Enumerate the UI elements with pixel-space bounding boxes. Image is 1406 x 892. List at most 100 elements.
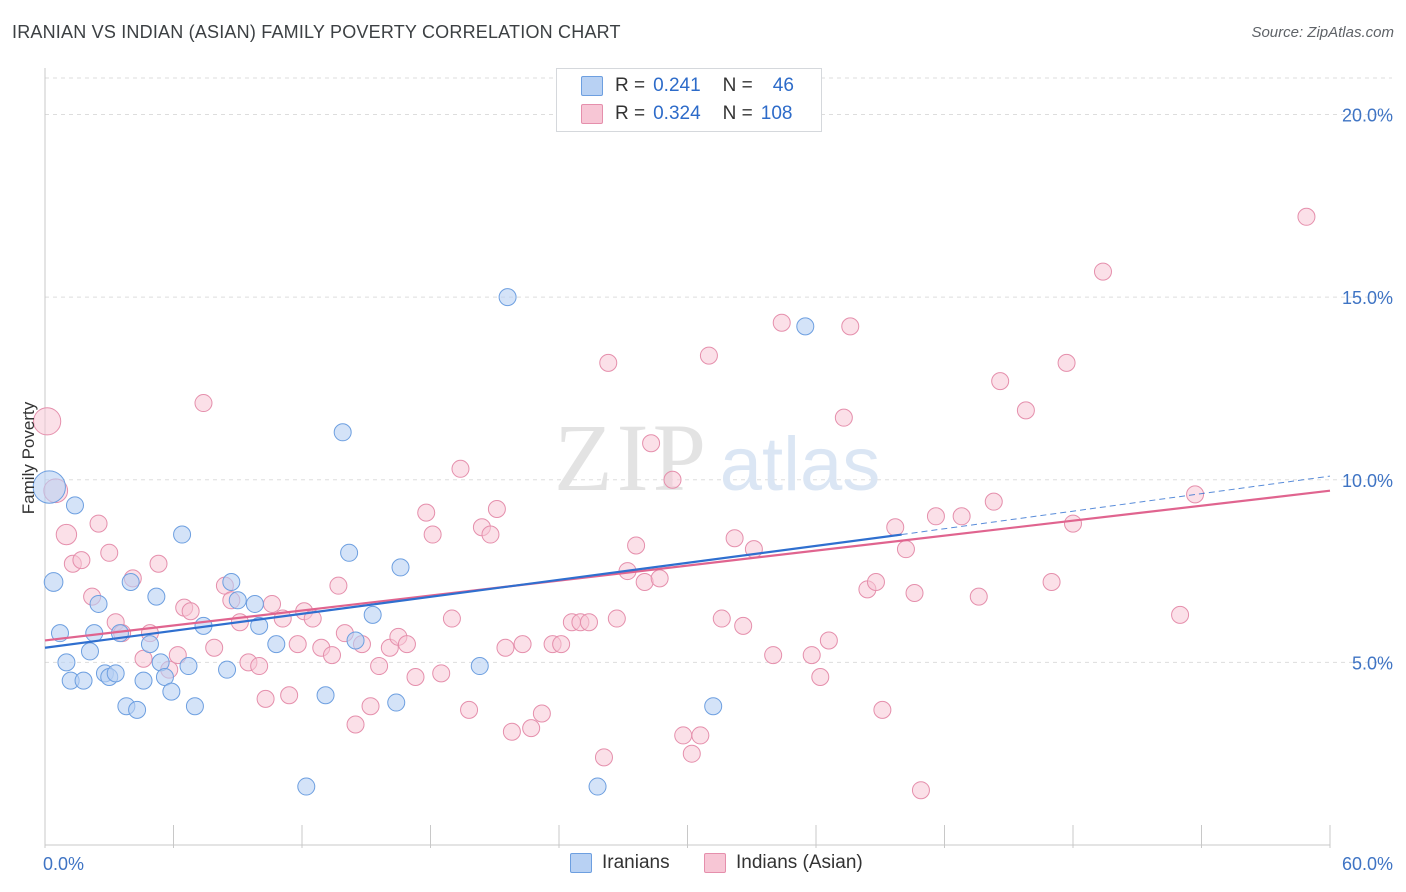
indian-point — [256, 689, 275, 708]
iranian-point — [297, 777, 316, 796]
iranian-point — [74, 671, 93, 690]
indian-point — [734, 616, 753, 635]
iranian-trend-extension — [901, 475, 1331, 536]
x-tick-label-min: 0.0% — [43, 854, 84, 874]
indian-point — [442, 609, 461, 628]
indian-point — [725, 529, 744, 548]
indian-point — [607, 609, 626, 628]
iranian-point — [588, 777, 607, 796]
indian-point — [811, 667, 830, 686]
legend-item-indians[interactable]: Indians (Asian) — [704, 852, 863, 874]
iranian-point — [470, 657, 489, 676]
trend-layer — [44, 475, 1331, 649]
legend-label-indians: Indians (Asian) — [736, 852, 863, 873]
iranian-point — [340, 543, 359, 562]
indian-point — [329, 576, 348, 595]
legend-swatch-indians — [704, 853, 726, 873]
indian-point — [650, 569, 669, 588]
legend-row-iranians: R = 0.241 N = 46 — [581, 73, 794, 99]
x-tick-label-max: 60.0% — [1342, 854, 1393, 874]
indian-point — [55, 523, 78, 546]
legend-item-iranians[interactable]: Iranians — [570, 852, 670, 874]
indian-point — [991, 372, 1010, 391]
indian-point — [1297, 207, 1316, 226]
iranian-point — [228, 591, 247, 610]
legend-r-value: 0.324 — [653, 103, 701, 124]
indian-point — [149, 554, 168, 573]
iranian-point — [121, 573, 140, 592]
indian-point — [72, 551, 91, 570]
indian-point — [181, 602, 200, 621]
iranian-point — [316, 686, 335, 705]
indian-point — [642, 434, 661, 453]
indian-point — [33, 407, 62, 436]
indian-point — [984, 492, 1003, 511]
indian-point — [89, 514, 108, 533]
indian-point — [579, 613, 598, 632]
indian-point — [502, 722, 521, 741]
legend-swatch-iranians — [581, 76, 603, 96]
indian-point — [194, 394, 213, 413]
legend-r-label: R = — [615, 75, 646, 96]
indian-point — [487, 499, 506, 518]
iranian-point — [140, 635, 159, 654]
iranian-point — [65, 496, 84, 515]
indian-point — [911, 781, 930, 800]
indian-point — [969, 587, 988, 606]
indian-point — [926, 507, 945, 526]
indian-point — [370, 657, 389, 676]
legend-n-label: N = — [722, 103, 753, 124]
indian-point — [522, 719, 541, 738]
indian-point — [205, 638, 224, 657]
y-tick-label: 5.0% — [1352, 653, 1393, 673]
chart-title: IRANIAN VS INDIAN (ASIAN) FAMILY POVERTY… — [12, 22, 621, 42]
indian-point — [250, 657, 269, 676]
indian-point — [481, 525, 500, 544]
iranian-point — [333, 423, 352, 442]
indian-point — [1186, 485, 1205, 504]
iranian-point — [250, 616, 269, 635]
watermark-zip: ZIP — [554, 404, 710, 511]
legend-series: Iranians Indians (Asian) — [0, 852, 1406, 878]
indian-point — [905, 583, 924, 602]
indian-point — [288, 635, 307, 654]
indian-point — [627, 536, 646, 555]
indian-point — [552, 635, 571, 654]
iranian-point — [796, 317, 815, 336]
iranian-point — [32, 470, 66, 504]
indian-point — [280, 686, 299, 705]
indian-point — [663, 470, 682, 489]
indian-point — [423, 525, 442, 544]
indian-point — [1057, 353, 1076, 372]
indian-point — [764, 646, 783, 665]
iranian-point — [128, 700, 147, 719]
indian-point — [635, 573, 654, 592]
iranian-point — [173, 525, 192, 544]
indian-point — [1064, 514, 1082, 533]
legend-n-value: 108 — [760, 103, 793, 124]
legend-label-iranians: Iranians — [602, 852, 670, 873]
watermark-atlas: atlas — [720, 422, 881, 507]
indian-point — [682, 744, 701, 763]
indian-point — [432, 664, 451, 683]
indian-point — [819, 631, 838, 650]
indian-point — [691, 726, 710, 745]
indian-trend-line — [44, 489, 1331, 642]
iranian-point — [80, 642, 99, 661]
indian-point — [361, 697, 380, 716]
iranian-point — [218, 660, 237, 679]
grid-layer — [45, 77, 1392, 663]
iranian-point — [222, 573, 241, 592]
legend-n-label: N = — [722, 75, 753, 96]
indian-point — [406, 667, 425, 686]
indian-point — [397, 635, 416, 654]
iranian-point — [387, 693, 406, 712]
legend-stats: R = 0.241 N = 46 R = 0.324 N = 108 — [556, 68, 822, 132]
iranian-point — [704, 697, 723, 716]
legend-swatch-iranians — [570, 853, 592, 873]
iranian-point — [134, 671, 153, 690]
y-axis-title: Family Poverty — [19, 401, 38, 514]
indian-point — [513, 635, 532, 654]
indian-point — [866, 573, 885, 592]
